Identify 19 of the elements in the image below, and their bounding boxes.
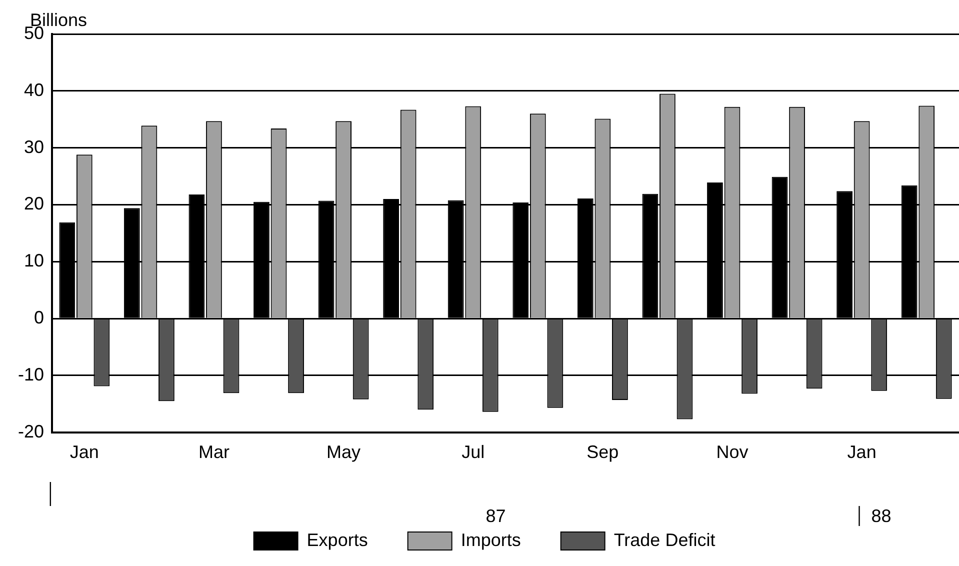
x-tick-label: May xyxy=(326,442,361,462)
legend-label: Trade Deficit xyxy=(614,530,716,550)
x-tick-label: Mar xyxy=(198,442,230,462)
y-tick-label: 0 xyxy=(34,308,44,328)
y-tick-label: 40 xyxy=(24,80,44,100)
x-tick-label: Jan xyxy=(70,442,99,462)
x-tick-label: Jul xyxy=(462,442,485,462)
y-tick-label: -20 xyxy=(18,421,44,442)
y-tick-label: 10 xyxy=(24,250,44,271)
y-tick-label: 30 xyxy=(24,136,44,157)
x-tick-label: Sep xyxy=(586,442,619,462)
legend-label: Imports xyxy=(460,530,521,550)
x-tick-label: Nov xyxy=(716,442,748,462)
x-tick-label: Jan xyxy=(847,442,876,462)
text: 88 xyxy=(871,506,892,526)
text: 87 xyxy=(486,506,506,526)
y-tick-label: 20 xyxy=(24,194,44,214)
y-tick-label: -10 xyxy=(18,364,44,384)
legend-label: Exports xyxy=(306,530,368,550)
